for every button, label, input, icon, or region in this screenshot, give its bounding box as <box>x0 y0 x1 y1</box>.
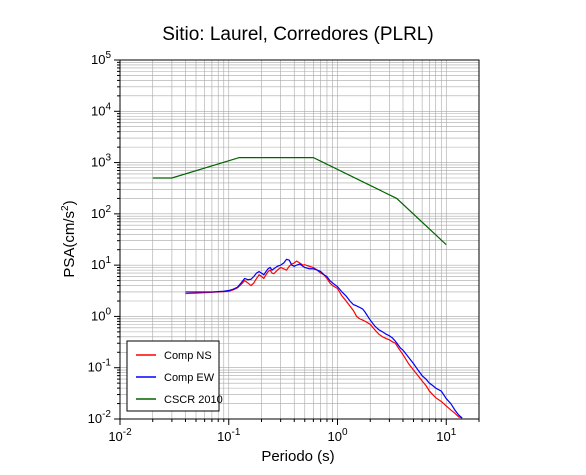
legend: Comp NS Comp EW CSCR 2010 <box>126 340 223 412</box>
series-line-cscr-2010 <box>152 157 447 246</box>
legend-label: CSCR 2010 <box>164 394 223 406</box>
x-tick-label: 100 <box>327 427 347 444</box>
grid-lines <box>119 59 480 420</box>
axis-ticks: 10-2 10-1 100 101 10-2 10-1 100 101 102 103 104 105 <box>88 50 480 444</box>
y-tick-label: 10-2 <box>88 409 112 426</box>
legend-label: Comp NS <box>164 350 212 362</box>
y-tick-label: 105 <box>91 50 111 67</box>
y-tick-label: 101 <box>91 255 111 272</box>
legend-label: Comp EW <box>164 372 215 384</box>
x-axis-title: Periodo (s) <box>261 448 334 465</box>
y-tick-label: 103 <box>91 153 111 170</box>
x-tick-label: 101 <box>436 427 456 444</box>
series-lines <box>152 157 463 419</box>
x-tick-label: 10-2 <box>108 427 132 444</box>
y-tick-label: 104 <box>91 101 111 118</box>
y-tick-label: 102 <box>91 204 111 221</box>
series-line-comp-ew <box>185 258 463 419</box>
y-tick-label: 10-1 <box>88 358 112 375</box>
y-axis-title: PSA(cm/s2) <box>60 200 78 277</box>
plot-frame <box>119 59 480 420</box>
chart-title: Sitio: Laurel, Corredores (PLRL) <box>162 24 433 45</box>
x-tick-label: 10-1 <box>217 427 241 444</box>
y-tick-label: 100 <box>91 306 111 323</box>
